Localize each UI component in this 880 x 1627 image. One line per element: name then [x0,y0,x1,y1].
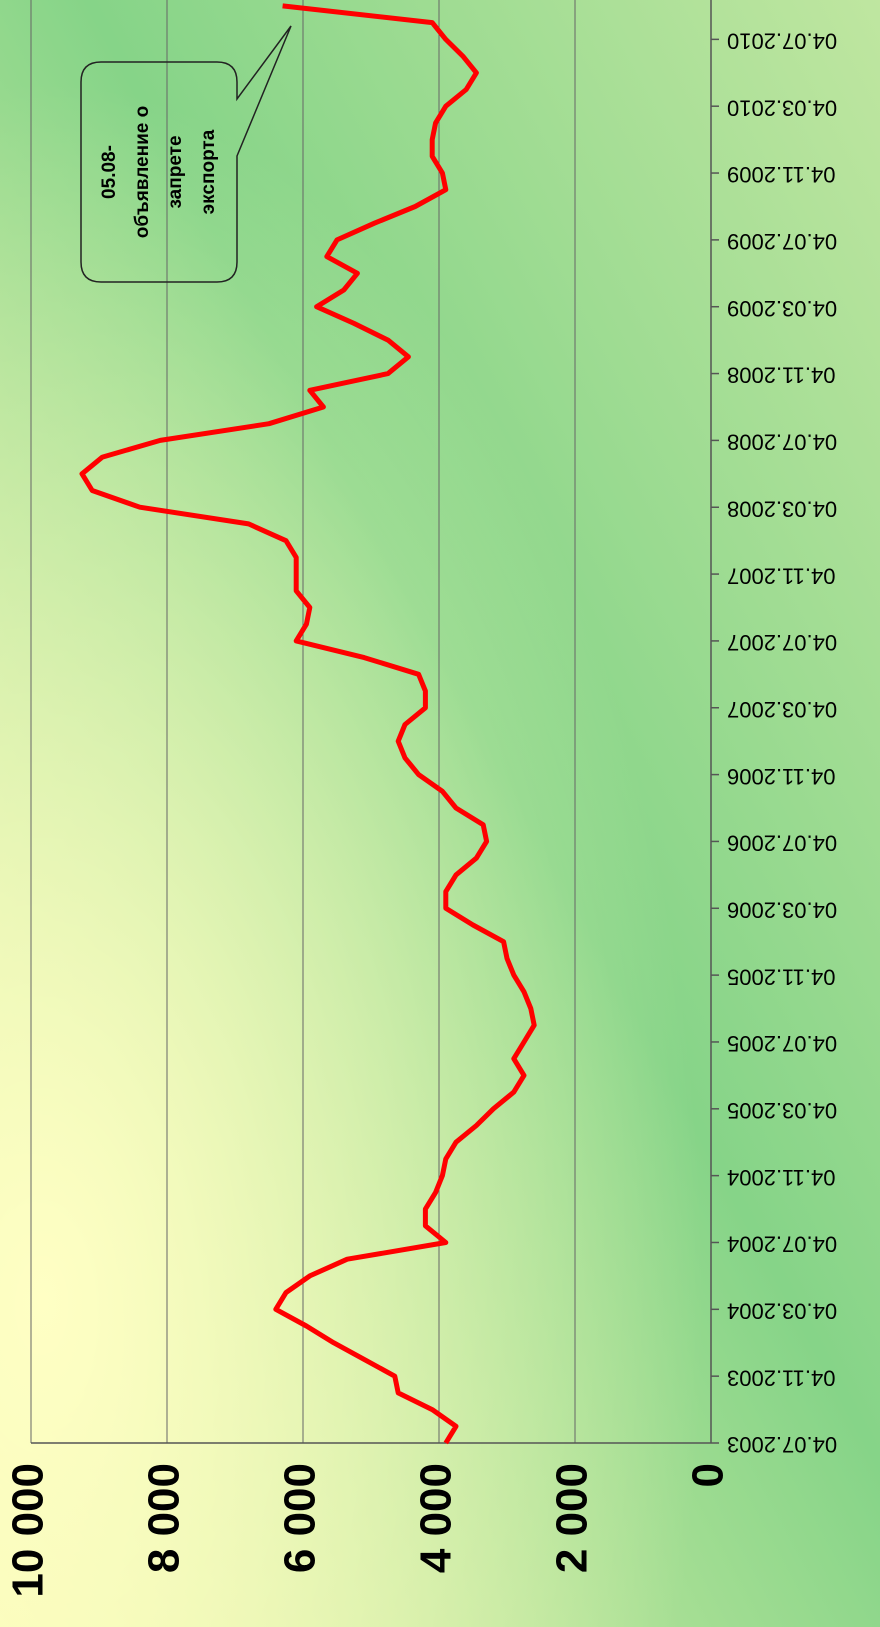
x-tick-label: 04.07.2010 [727,29,837,54]
x-tick-label: 04.11.2004 [727,1165,835,1190]
x-tick-label: 04.11.2009 [727,162,835,187]
y-tick-label: 4 000 [412,1463,461,1573]
x-tick-label: 04.03.2010 [727,95,837,120]
x-tick-label: 04.07.2009 [727,229,837,254]
annotation-line: объявление о [132,106,153,238]
y-tick-label: 2 000 [548,1463,597,1573]
x-tick-label: 04.03.2009 [727,296,837,321]
x-tick-label: 04.07.2003 [727,1432,837,1457]
x-tick-label: 04.03.2008 [727,496,837,521]
data-line [79,3,537,1445]
annotation-line: экспорта [198,129,219,214]
x-tick-label: 04.07.2004 [727,1232,837,1257]
x-tick-label: 04.03.2005 [727,1098,837,1123]
x-tick-label: 04.11.2006 [727,764,835,789]
x-tick-label: 04.03.2004 [727,1299,837,1324]
x-tick-label: 04.03.2006 [727,897,837,922]
x-tick-label: 04.11.2007 [727,563,835,588]
annotation-line: запрете [165,135,186,208]
rotated-chart: 0 2 000 4 000 6 000 8 000 10 000 04.07.2003 04.… [4,0,837,1598]
x-tick-label: 04.11.2008 [727,363,835,388]
x-tick-label: 04.07.2006 [727,831,837,856]
annotation-line: 05.08- [99,145,120,199]
x-tick-label: 04.11.2005 [727,964,835,989]
x-tick-label: 04.03.2007 [727,697,837,722]
callout-box [80,25,292,283]
x-tick-label: 04.07.2005 [727,1031,837,1056]
x-tick-label: 04.07.2008 [727,430,837,455]
y-tick-label: 0 [684,1463,733,1487]
x-tick-label: 04.11.2003 [727,1365,835,1390]
x-tick-label: 04.07.2007 [727,630,837,655]
y-tick-label: 6 000 [276,1463,325,1573]
y-tick-label: 8 000 [140,1463,189,1573]
y-tick-label: 10 000 [4,1463,53,1598]
